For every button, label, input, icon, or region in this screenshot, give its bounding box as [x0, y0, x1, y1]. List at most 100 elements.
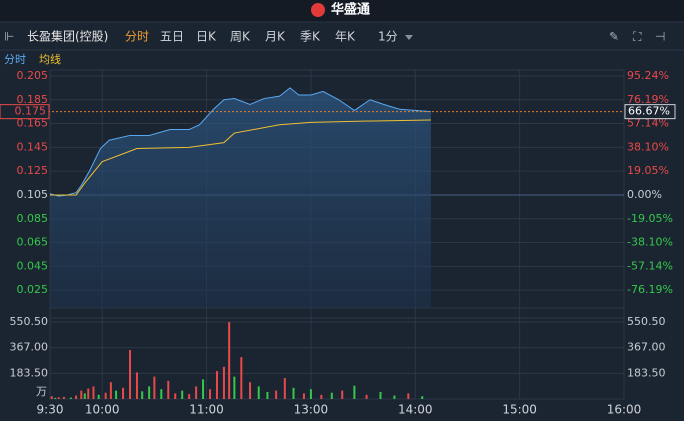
- volume-bar: [215, 371, 218, 399]
- expand-icon[interactable]: ⊩: [4, 30, 14, 44]
- legend-entry: 均线: [39, 52, 61, 66]
- y-tick-label: 0.105: [17, 188, 49, 201]
- volume-bar: [87, 388, 90, 399]
- y2-tick-label: -38.10%: [627, 236, 673, 249]
- price-line: [49, 87, 431, 197]
- y-tick-label: 0.125: [17, 164, 49, 177]
- volume-bar: [109, 382, 112, 399]
- y-tick-label: 0.025: [17, 283, 49, 296]
- top-bar: [0, 0, 684, 22]
- collapse-icon[interactable]: ⊣: [655, 30, 665, 44]
- y2-tick-label: 95.24%: [627, 69, 669, 82]
- tab[interactable]: 年K: [335, 30, 356, 44]
- change-tag: [624, 104, 676, 120]
- y2-tick-label: 57.14%: [627, 117, 669, 130]
- volume-bar: [62, 396, 65, 399]
- x-tick-label: 9:30: [37, 403, 64, 417]
- x-tick-label: 15:00: [502, 403, 537, 417]
- volume-bar: [257, 386, 260, 399]
- volume-bar: [174, 393, 177, 399]
- volume-bar: [57, 397, 60, 399]
- volume-bar: [309, 389, 312, 399]
- y-tick-label: 0.145: [17, 140, 49, 153]
- volume-bar: [181, 390, 184, 399]
- x-tick-label: 11:00: [189, 403, 224, 417]
- y-tick-label: 0.045: [17, 259, 49, 272]
- volume-bar: [83, 393, 86, 399]
- volume-bar: [209, 389, 212, 399]
- volume-bar: [233, 376, 236, 399]
- volume-bar: [421, 396, 424, 399]
- y2-tick-label: 19.05%: [627, 164, 669, 177]
- volume-tick-label-right: 183.50: [627, 366, 666, 379]
- x-tick-label: 16:00: [607, 403, 642, 417]
- volume-bar: [228, 322, 231, 399]
- dropdown-icon: [405, 35, 413, 40]
- volume-bar: [160, 389, 163, 399]
- y-tick-label: 0.165: [17, 117, 49, 130]
- volume-tick-label: 183.50: [10, 366, 49, 379]
- tab[interactable]: 五日: [160, 30, 184, 44]
- y2-tick-label: -57.14%: [627, 259, 673, 272]
- volume-bar: [283, 378, 286, 399]
- volume-bar: [97, 394, 100, 399]
- fullscreen-icon[interactable]: ⛶: [632, 30, 642, 44]
- volume-tick-label: 550.50: [10, 315, 49, 328]
- tab[interactable]: 日K: [196, 30, 217, 44]
- last-price-tag: [0, 104, 50, 120]
- volume-bar: [195, 386, 198, 399]
- volume-bar: [167, 380, 170, 399]
- volume-bar: [75, 395, 78, 399]
- volume-bar: [153, 376, 156, 399]
- volume-tick-label: 367.00: [10, 341, 49, 354]
- volume-bar: [379, 392, 382, 399]
- y2-tick-label: -76.19%: [627, 283, 673, 296]
- tab[interactable]: 分时: [125, 30, 149, 44]
- volume-bar: [104, 392, 107, 399]
- volume-bar: [50, 396, 53, 399]
- average-line: [50, 119, 431, 196]
- y-tick-label: 0.205: [17, 69, 49, 82]
- volume-bar: [275, 390, 278, 399]
- change-label: 66.67%: [628, 105, 670, 118]
- tab[interactable]: 月K: [265, 30, 286, 44]
- tab[interactable]: 季K: [300, 30, 321, 44]
- logo: 华盛通: [331, 2, 370, 18]
- tab[interactable]: 1分: [378, 30, 398, 44]
- volume-bar: [54, 397, 57, 399]
- volume-bar: [129, 350, 132, 399]
- volume-bar: [393, 395, 396, 399]
- volume-bar: [222, 366, 225, 399]
- volume-bar: [249, 382, 252, 399]
- volume-tick-label-right: 367.00: [627, 341, 666, 354]
- volume-bar: [188, 394, 191, 399]
- volume-bar: [141, 391, 144, 399]
- volume-bar: [292, 387, 295, 399]
- volume-bar: [148, 386, 151, 399]
- volume-bar: [135, 372, 138, 399]
- volume-bar: [69, 397, 72, 399]
- volume-bar: [122, 387, 125, 399]
- volume-bar: [341, 390, 344, 399]
- tab[interactable]: 周K: [230, 30, 251, 44]
- y2-tick-label: 38.10%: [627, 140, 669, 153]
- price-area: [50, 87, 431, 308]
- x-tick-label: 14:00: [398, 403, 433, 417]
- volume-tick-label-right: 550.50: [627, 315, 666, 328]
- x-tick-label: 13:00: [294, 403, 329, 417]
- legend-entry: 分时: [4, 53, 26, 66]
- logo-icon: [311, 3, 325, 17]
- volume-bar: [240, 357, 243, 399]
- volume-bar: [330, 392, 333, 399]
- draw-icon[interactable]: ✎: [609, 30, 619, 44]
- volume-bar: [353, 385, 356, 399]
- stock-name: 长盈集团(控股): [27, 29, 108, 44]
- y-tick-label: 0.065: [17, 236, 49, 249]
- y2-tick-label: 76.19%: [627, 93, 669, 106]
- volume-bar: [266, 392, 269, 399]
- y2-tick-label: -19.05%: [627, 212, 673, 225]
- volume-bar: [115, 390, 118, 399]
- x-tick-label: 10:00: [85, 403, 120, 417]
